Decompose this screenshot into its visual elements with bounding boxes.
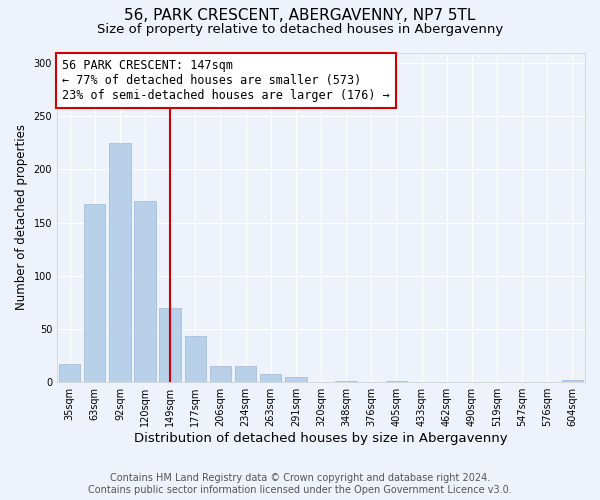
Bar [562,380,583,382]
Bar [134,202,156,382]
Bar [210,366,231,382]
Bar [109,143,131,382]
Bar [386,381,407,382]
Y-axis label: Number of detached properties: Number of detached properties [15,124,28,310]
Text: Size of property relative to detached houses in Abergavenny: Size of property relative to detached ho… [97,22,503,36]
Bar [260,374,281,382]
Bar [59,364,80,382]
Bar [285,377,307,382]
Bar [235,366,256,382]
Text: Contains HM Land Registry data © Crown copyright and database right 2024.
Contai: Contains HM Land Registry data © Crown c… [88,474,512,495]
X-axis label: Distribution of detached houses by size in Abergavenny: Distribution of detached houses by size … [134,432,508,445]
Text: 56, PARK CRESCENT, ABERGAVENNY, NP7 5TL: 56, PARK CRESCENT, ABERGAVENNY, NP7 5TL [124,8,476,22]
Bar [160,308,181,382]
Bar [335,381,357,382]
Bar [84,204,106,382]
Text: 56 PARK CRESCENT: 147sqm
← 77% of detached houses are smaller (573)
23% of semi-: 56 PARK CRESCENT: 147sqm ← 77% of detach… [62,59,390,102]
Bar [185,336,206,382]
